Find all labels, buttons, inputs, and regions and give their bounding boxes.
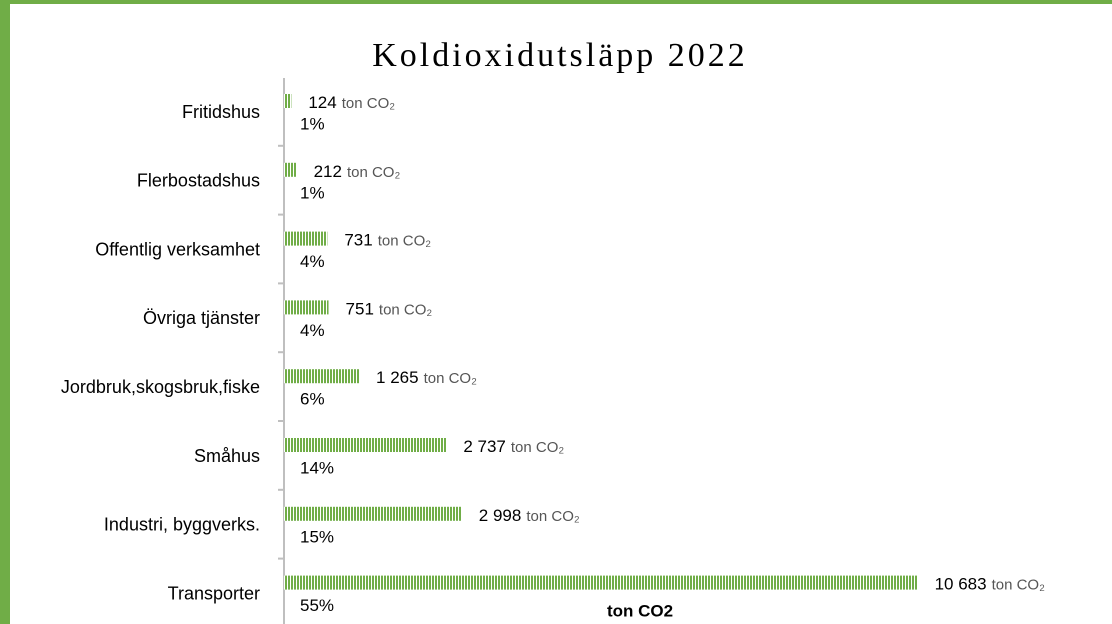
frame-left xyxy=(0,0,10,624)
value-unit: ton CO₂ xyxy=(379,301,433,318)
bar xyxy=(284,438,447,452)
bar xyxy=(284,300,329,315)
value-unit: ton CO₂ xyxy=(424,370,478,387)
category-label: Övriga tjänster xyxy=(143,308,260,328)
value-number: 731 xyxy=(344,231,372,250)
value-number: 212 xyxy=(314,162,342,181)
chart-title: Koldioxidutsläpp 2022 xyxy=(372,37,748,74)
value-number: 124 xyxy=(308,93,336,112)
category-label: Industri, byggverks. xyxy=(104,515,260,535)
bar xyxy=(284,506,462,521)
value-number: 1 265 xyxy=(376,369,419,388)
bar xyxy=(284,162,297,177)
value-unit: ton CO₂ xyxy=(992,577,1046,594)
value-label: 2 737 ton CO₂ xyxy=(463,437,564,456)
value-label: 212 ton CO₂ xyxy=(314,162,401,181)
value-label: 124 ton CO₂ xyxy=(308,93,395,112)
value-unit: ton CO₂ xyxy=(378,233,432,250)
share-label: 1% xyxy=(300,114,325,133)
value-label: 1 265 ton CO₂ xyxy=(376,369,477,388)
category-label: Transporter xyxy=(168,583,260,603)
value-unit: ton CO₂ xyxy=(347,164,401,181)
value-unit: ton CO₂ xyxy=(511,439,565,456)
frame-top xyxy=(0,0,1112,4)
share-label: 6% xyxy=(300,390,325,409)
share-label: 4% xyxy=(300,321,325,340)
share-label: 14% xyxy=(300,458,334,477)
share-label: 55% xyxy=(300,596,334,615)
category-label: Småhus xyxy=(194,446,260,466)
value-number: 2 737 xyxy=(463,437,506,456)
value-number: 10 683 xyxy=(935,575,987,594)
category-label: Flerbostadshus xyxy=(137,171,260,191)
value-label: 731 ton CO₂ xyxy=(344,231,431,250)
value-label: 10 683 ton CO₂ xyxy=(935,575,1046,594)
bar xyxy=(284,575,918,590)
bar xyxy=(284,94,292,108)
value-unit: ton CO₂ xyxy=(342,95,396,112)
category-label: Offentlig verksamhet xyxy=(95,239,260,259)
value-label: 2 998 ton CO₂ xyxy=(479,506,580,525)
category-label: Jordbruk,skogsbruk,fiske xyxy=(61,377,260,397)
bar xyxy=(284,231,328,246)
share-label: 1% xyxy=(300,183,325,202)
category-label: Fritidshus xyxy=(182,102,260,122)
value-unit: ton CO₂ xyxy=(526,508,580,525)
share-label: 15% xyxy=(300,527,334,546)
bar xyxy=(284,369,360,384)
x-axis-label: ton CO2 xyxy=(607,601,673,620)
value-label: 751 ton CO₂ xyxy=(346,300,433,319)
value-number: 2 998 xyxy=(479,506,522,525)
value-number: 751 xyxy=(346,300,374,319)
share-label: 4% xyxy=(300,252,325,271)
